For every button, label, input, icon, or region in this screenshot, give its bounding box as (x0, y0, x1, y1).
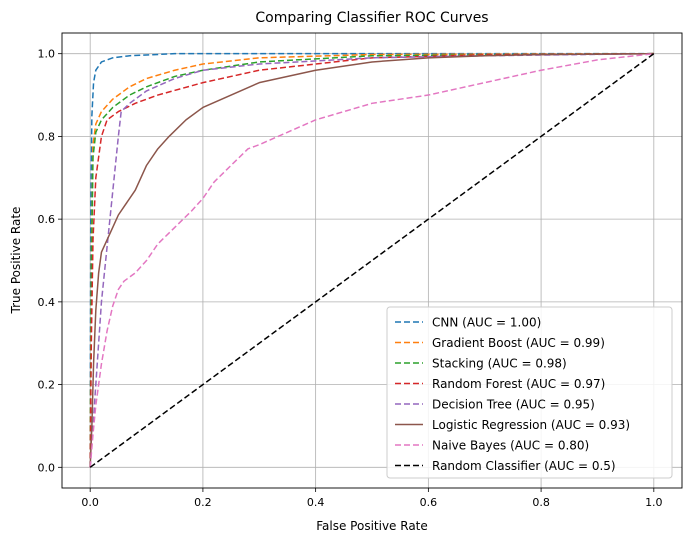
x-axis-label: False Positive Rate (316, 519, 428, 533)
legend-label-4: Decision Tree (AUC = 0.95) (432, 398, 595, 412)
x-tick-label: 0.0 (81, 496, 99, 509)
y-tick-label: 0.0 (38, 461, 56, 474)
series-line-2 (89, 52, 654, 468)
legend-label-3: Random Forest (AUC = 0.97) (432, 377, 605, 391)
series-line-3 (89, 52, 654, 468)
grid (62, 33, 682, 488)
legend-label-7: Random Classifier (AUC = 0.5) (432, 459, 616, 473)
legend-label-2: Stacking (AUC = 0.98) (432, 357, 567, 371)
legend-label-1: Gradient Boost (AUC = 0.99) (432, 336, 605, 350)
x-tick-label: 0.8 (532, 496, 550, 509)
axis-ticks: 0.0 0.2 0.4 0.6 0.8 1.0 0.0 0.2 0.4 0.6 0.8 1.0 (38, 48, 663, 509)
x-tick-label: 0.6 (420, 496, 438, 509)
legend-label-6: Naive Bayes (AUC = 0.80) (432, 439, 589, 453)
legend-label-5: Logistic Regression (AUC = 0.93) (432, 418, 630, 432)
y-tick-label: 1.0 (38, 48, 56, 61)
series-line-0 (89, 52, 654, 468)
x-tick-label: 1.0 (645, 496, 663, 509)
plot-area (89, 52, 655, 468)
chart-title: Comparing Classifier ROC Curves (255, 10, 488, 26)
x-tick-label: 0.2 (194, 496, 212, 509)
y-tick-label: 0.8 (38, 130, 56, 143)
x-tick-label: 0.4 (307, 496, 325, 509)
legend-label-0: CNN (AUC = 1.00) (432, 316, 541, 330)
legend: CNN (AUC = 1.00) Gradient Boost (AUC = 0.… (386, 306, 673, 479)
series-line-6 (89, 52, 654, 468)
legend-box (386, 306, 673, 479)
y-tick-label: 0.6 (38, 213, 56, 226)
y-axis-label: True Positive Rate (9, 207, 23, 315)
plot-frame (61, 32, 683, 489)
series-line-4 (89, 52, 654, 468)
series-line-5 (89, 52, 654, 468)
y-tick-label: 0.2 (38, 379, 56, 392)
y-tick-label: 0.4 (38, 296, 56, 309)
